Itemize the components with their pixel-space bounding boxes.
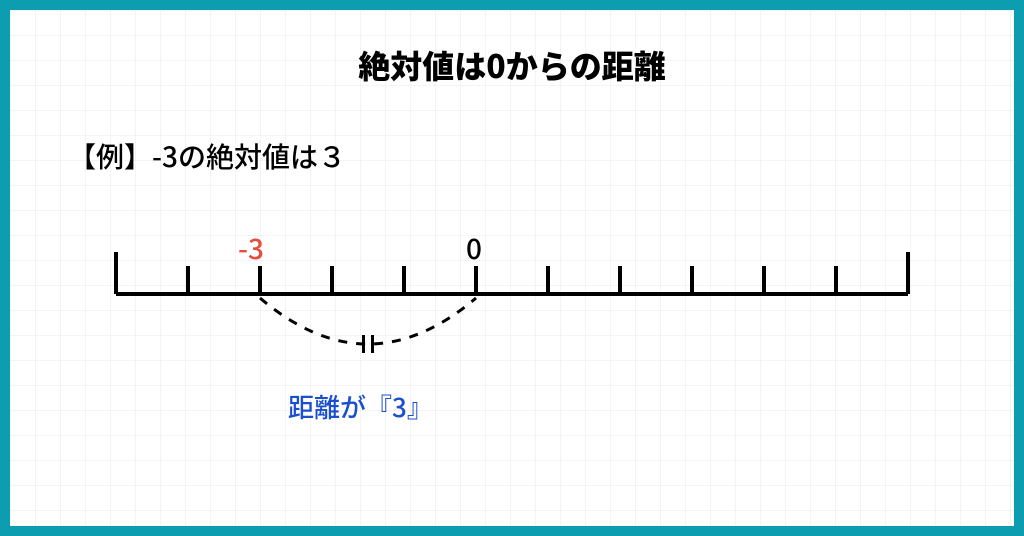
diagram-frame: 絶対値は0からの距離 【例】-3の絶対値は３ -3 0 距離が『3』 <box>0 0 1024 536</box>
label-zero: 0 <box>466 228 482 268</box>
numberline-svg <box>10 10 1014 526</box>
distance-label: 距離が『3』 <box>288 388 433 425</box>
content-layer: 絶対値は0からの距離 【例】-3の絶対値は３ -3 0 距離が『3』 <box>10 10 1014 526</box>
label-marked: -3 <box>238 228 264 268</box>
